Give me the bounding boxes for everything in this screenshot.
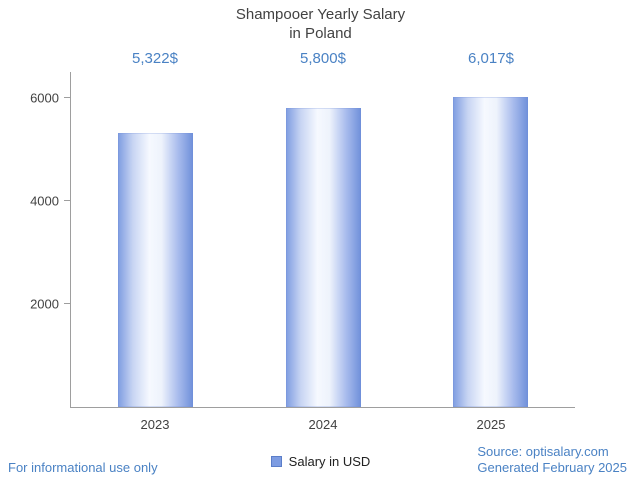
y-axis-tick-label: 2000 xyxy=(30,296,59,312)
source-link[interactable]: Source: optisalary.com xyxy=(477,444,609,459)
y-axis-tick xyxy=(64,302,71,304)
bar-2023[interactable] xyxy=(117,132,193,407)
chart-title: Shampooer Yearly Salary in Poland xyxy=(0,5,641,43)
disclaimer-text: For informational use only xyxy=(8,460,158,475)
chart-title-line1: Shampooer Yearly Salary xyxy=(235,6,406,23)
y-axis-tick-label: 4000 xyxy=(30,193,59,209)
legend-color-swatch-icon xyxy=(270,456,282,467)
y-axis-tick xyxy=(64,96,71,98)
x-axis-label-2023: 2023 xyxy=(140,417,170,432)
bar-2025[interactable] xyxy=(453,96,529,407)
x-axis-label-2025: 2025 xyxy=(476,417,506,432)
source-info: Source: optisalary.com Generated Februar… xyxy=(477,444,627,476)
plot-area: 5,322$ 2023 5,800$ 2024 6,017$ 2025 2000… xyxy=(30,50,575,432)
bar-value-label-2025: 6,017$ xyxy=(468,50,514,67)
bar-value-label-2023: 5,322$ xyxy=(132,50,178,67)
legend-label: Salary in USD xyxy=(288,454,371,469)
legend: Salary in USD xyxy=(0,454,641,469)
generated-date: Generated February 2025 xyxy=(477,460,627,475)
bar-2024[interactable] xyxy=(285,108,361,407)
chart-title-line2: in Poland xyxy=(289,25,352,42)
bar-group-2023: 5,322$ 2023 xyxy=(117,50,193,432)
bar-group-2025: 6,017$ 2025 xyxy=(453,50,529,432)
y-axis-tick xyxy=(64,199,71,201)
bar-group-2024: 5,800$ 2024 xyxy=(285,50,361,432)
x-axis-label-2024: 2024 xyxy=(308,417,338,432)
bar-value-label-2024: 5,800$ xyxy=(300,50,346,67)
y-axis-tick-label: 6000 xyxy=(30,90,59,106)
